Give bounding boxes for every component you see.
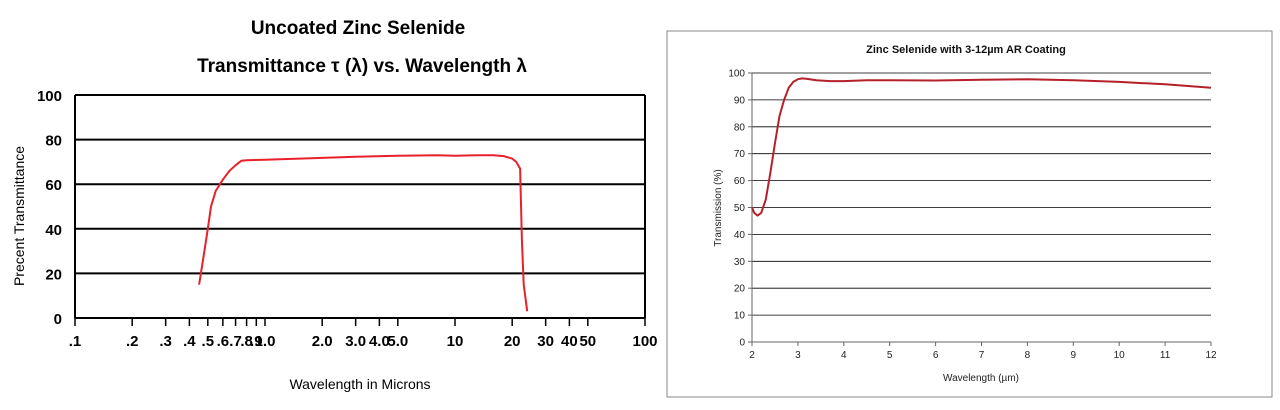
chart-2-y-tick-label: 50 [734, 203, 746, 214]
chart-1-x-tick-label: 20 [504, 333, 521, 350]
chart-1-y-tick-label: 0 [54, 311, 62, 328]
chart-2-y-tick-label: 60 [734, 176, 746, 187]
chart-1-x-tick-label: 30 [537, 333, 554, 350]
chart-1-series [198, 154, 529, 312]
chart-1-x-tick-label: 1.0 [255, 333, 276, 350]
chart-1-x-tick-label: 40 [561, 333, 578, 350]
chart-1-x-tick-label: .3 [159, 333, 172, 350]
chart-1-x-tick-label: .8 [240, 333, 253, 350]
chart-2-y-tick-label: 0 [739, 338, 745, 349]
chart-1-y-axis-label: Precent Transmittance [11, 146, 27, 286]
chart-2-x-tick-label: 5 [887, 350, 893, 361]
chart-2-frame [666, 30, 1273, 398]
chart-2-y-tick-label: 10 [734, 311, 746, 322]
chart-1-x-tick-label: .4 [183, 333, 196, 350]
chart-2-y-tick-label: 90 [734, 95, 746, 106]
chart-2-x-tick-label: 4 [841, 350, 847, 361]
chart-1-gridlines [75, 94, 645, 275]
chart-1-x-tick-label: 2.0 [312, 333, 333, 350]
chart-2-y-tick-label: 80 [734, 122, 746, 133]
chart-1-x-tick-label: .7 [229, 333, 242, 350]
ar-coated-znse-chart: Zinc Selenide with 3-12µm AR Coating 0 10… [666, 30, 1273, 398]
chart-2-x-tick-label: 7 [979, 350, 985, 361]
chart-2-x-tick-label: 11 [1160, 350, 1171, 361]
chart-1-axes [74, 95, 646, 319]
chart-2-x-tick-labels: 2 3 4 5 6 7 8 9 10 11 12 [749, 342, 1217, 361]
chart-1-x-axis-label: Wavelength in Microns [289, 376, 430, 392]
chart-2-x-tick-label: 6 [933, 350, 939, 361]
chart-1-transmittance-line [198, 154, 529, 312]
chart-2-y-tick-label: 30 [734, 257, 746, 268]
chart-1-x-tick-label: .6 [217, 333, 230, 350]
chart-2-x-tick-label: 8 [1025, 350, 1031, 361]
chart-2-x-tick-label: 12 [1205, 350, 1217, 361]
chart-2-y-axis-label: Transmission (%) [713, 169, 724, 246]
chart-1-x-tick-label: .9 [250, 333, 263, 350]
chart-1-x-tick-label: 5.0 [387, 333, 408, 350]
chart-2-x-tick-label: 10 [1114, 350, 1126, 361]
chart-2-title: Zinc Selenide with 3-12µm AR Coating [866, 44, 1066, 56]
chart-2-y-tick-label: 70 [734, 149, 746, 160]
chart-2-y-tick-label: 100 [728, 69, 745, 80]
chart-1-y-tick-label: 100 [37, 88, 62, 105]
chart-1-y-tick-label: 80 [45, 133, 62, 150]
chart-2-gridlines [752, 72, 1211, 316]
chart-1-y-tick-label: 20 [45, 266, 62, 283]
chart-1-y-tick-label: 60 [45, 177, 62, 194]
chart-1-subtitle: Transmittance τ (λ) vs. Wavelength λ [197, 56, 527, 77]
chart-1-x-tick-label: .2 [126, 333, 139, 350]
chart-1-title: Uncoated Zinc Selenide [251, 18, 465, 39]
chart-2-y-tick-label: 40 [734, 230, 746, 241]
chart-1-x-tick-labels: .1 .2 .3 .4 .5.6.7.8.91.0 2.0 3.0 4.05.0 10 20 30 4… [69, 318, 658, 350]
chart-2-x-tick-label: 3 [795, 350, 801, 361]
chart-2-x-tick-label: 2 [749, 350, 755, 361]
chart-2-x-tick-label: 9 [1071, 350, 1077, 361]
chart-1-x-tick-label: .5 [202, 333, 215, 350]
chart-2-series [751, 77, 1212, 217]
chart-2-transmission-line [751, 77, 1212, 217]
chart-1-x-tick-label: 50 [579, 333, 596, 350]
chart-1-y-tick-label: 40 [45, 222, 62, 239]
chart-1-x-tick-label: 3.0 [345, 333, 366, 350]
chart-2-y-tick-label: 20 [734, 284, 746, 295]
uncoated-znse-chart: Uncoated Zinc Selenide Transmittance τ (… [11, 18, 658, 392]
chart-1-y-tick-labels: 0 20 40 60 80 100 [37, 88, 62, 328]
chart-2-x-axis-label: Wavelength (µm) [943, 373, 1019, 384]
chart-2-y-tick-labels: 0 10 20 30 40 50 60 70 80 90 100 [728, 69, 752, 349]
chart-1-x-tick-label: 4.0 [369, 333, 390, 350]
chart-1-x-tick-label: 10 [447, 333, 464, 350]
chart-1-x-tick-label: 100 [632, 333, 657, 350]
chart-1-x-tick-label: .1 [69, 333, 82, 350]
